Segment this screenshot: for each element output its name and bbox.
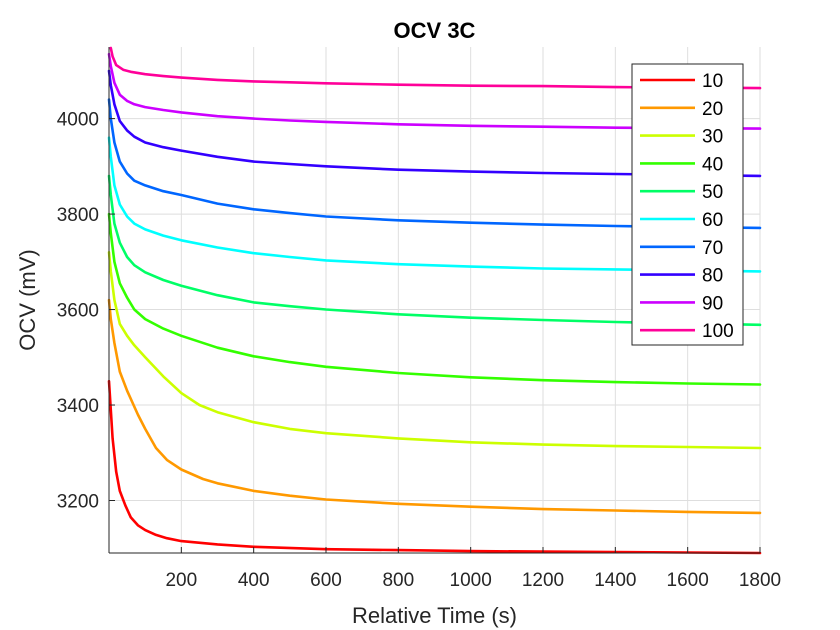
- legend-label-100: 100: [702, 321, 734, 342]
- series-line-10: [107, 379, 762, 555]
- legend-box: [631, 63, 744, 346]
- legend: 10 20 30 40 50 60 70 80 90 100: [631, 63, 744, 346]
- legend-label-90: 90: [702, 293, 723, 314]
- series-line-30: [107, 251, 762, 450]
- x-tick-label: 1400: [594, 570, 636, 591]
- series-layer: [107, 46, 762, 555]
- x-axis-label: Relative Time (s): [352, 603, 517, 628]
- legend-label-50: 50: [702, 182, 723, 203]
- series-line-90: [107, 52, 762, 130]
- x-tick-label: 1000: [450, 570, 492, 591]
- x-tick-label: 600: [310, 570, 342, 591]
- legend-label-10: 10: [702, 71, 723, 92]
- chart-title: OCV 3C: [394, 18, 476, 43]
- series-line-50: [107, 174, 762, 327]
- x-tick-label: 1800: [739, 570, 781, 591]
- x-tick-label: 1200: [522, 570, 564, 591]
- y-axis-label: OCV (mV): [15, 249, 40, 350]
- y-tick-label: 3600: [57, 301, 99, 322]
- legend-label-40: 40: [702, 154, 723, 175]
- series-line-60: [107, 136, 762, 273]
- y-tick-label: 3400: [57, 396, 99, 417]
- legend-items: 10 20 30 40 50 60 70 80 90 100: [640, 71, 734, 342]
- x-tick-label: 200: [165, 570, 197, 591]
- y-tick-label: 3200: [57, 491, 99, 512]
- series-line-20: [107, 298, 762, 515]
- y-tick-label: 3800: [57, 205, 99, 226]
- y-tick-label: 4000: [57, 110, 99, 131]
- legend-label-80: 80: [702, 266, 723, 287]
- series-line-40: [107, 212, 762, 386]
- x-tick-label: 1600: [667, 570, 709, 591]
- x-tick-label: 400: [238, 570, 270, 591]
- legend-label-30: 30: [702, 127, 723, 148]
- x-tick-label: 800: [382, 570, 414, 591]
- legend-label-60: 60: [702, 210, 723, 231]
- legend-label-20: 20: [702, 99, 723, 120]
- axes-layer: 200 400 600 800 1000 1200 1400 1600 1800 3200 3400…: [57, 47, 781, 591]
- legend-label-70: 70: [702, 238, 723, 259]
- series-line-100: [109, 46, 762, 90]
- series-line-70: [107, 98, 762, 230]
- series-line-80: [107, 69, 762, 178]
